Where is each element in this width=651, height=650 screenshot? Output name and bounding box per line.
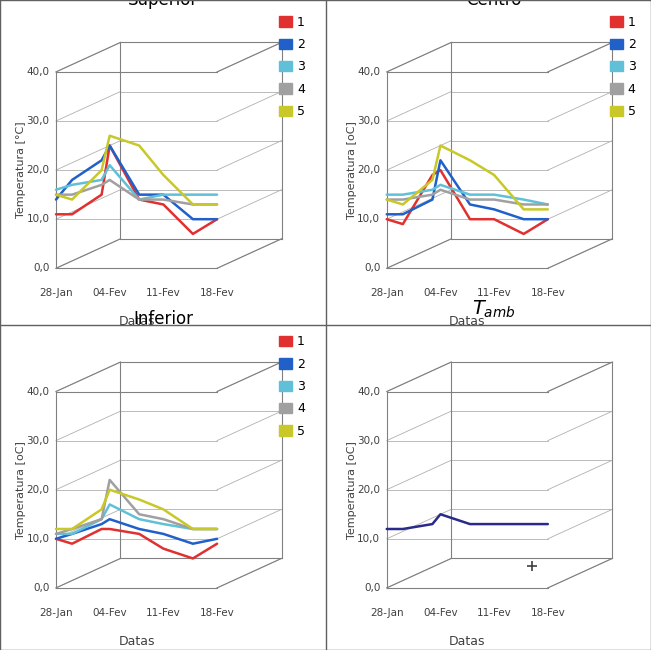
Text: 30,0: 30,0: [27, 116, 49, 126]
Text: 10,0: 10,0: [357, 534, 380, 544]
Text: Datas: Datas: [449, 634, 486, 647]
Title: Inferior: Inferior: [133, 310, 193, 328]
Text: 30,0: 30,0: [357, 116, 380, 126]
Text: 10,0: 10,0: [27, 534, 49, 544]
Text: $T_{amb}$: $T_{amb}$: [473, 299, 516, 320]
Text: 40,0: 40,0: [357, 387, 380, 396]
Legend: 1, 2, 3, 4, 5: 1, 2, 3, 4, 5: [277, 13, 307, 121]
Text: 20,0: 20,0: [27, 165, 49, 175]
Title: Superior: Superior: [128, 0, 199, 8]
Text: 11-Fev: 11-Fev: [477, 288, 512, 298]
Text: 28-Jan: 28-Jan: [39, 288, 73, 298]
Text: 10,0: 10,0: [27, 214, 49, 224]
Text: 04-Fev: 04-Fev: [92, 288, 127, 298]
Text: 28-Jan: 28-Jan: [39, 608, 73, 617]
Text: 18-Fev: 18-Fev: [200, 288, 234, 298]
Text: Temperatura [oC]: Temperatura [oC]: [347, 121, 357, 219]
Text: 18-Fev: 18-Fev: [531, 288, 565, 298]
Text: 20,0: 20,0: [27, 485, 49, 495]
Text: 04-Fev: 04-Fev: [423, 288, 458, 298]
Text: 10,0: 10,0: [357, 214, 380, 224]
Text: 0,0: 0,0: [364, 263, 380, 273]
Text: 30,0: 30,0: [357, 436, 380, 446]
Text: 20,0: 20,0: [357, 165, 380, 175]
Text: 18-Fev: 18-Fev: [200, 608, 234, 617]
Title: Centro: Centro: [467, 0, 522, 8]
Text: 11-Fev: 11-Fev: [146, 608, 181, 617]
Legend: 1, 2, 3, 4, 5: 1, 2, 3, 4, 5: [277, 333, 307, 440]
Text: 40,0: 40,0: [27, 387, 49, 396]
Text: 0,0: 0,0: [33, 583, 49, 593]
Text: 0,0: 0,0: [364, 583, 380, 593]
Text: 40,0: 40,0: [357, 67, 380, 77]
Text: 04-Fev: 04-Fev: [92, 608, 127, 617]
Text: 30,0: 30,0: [27, 436, 49, 446]
Text: 40,0: 40,0: [27, 67, 49, 77]
Text: Datas: Datas: [118, 634, 155, 647]
Text: 18-Fev: 18-Fev: [531, 608, 565, 617]
Text: 11-Fev: 11-Fev: [477, 608, 512, 617]
Text: Datas: Datas: [449, 315, 486, 328]
Text: 28-Jan: 28-Jan: [370, 608, 404, 617]
Text: 20,0: 20,0: [357, 485, 380, 495]
Legend: 1, 2, 3, 4, 5: 1, 2, 3, 4, 5: [608, 13, 638, 121]
Text: Temperatura [°C]: Temperatura [°C]: [16, 122, 26, 218]
Text: Temperatura [oC]: Temperatura [oC]: [16, 441, 26, 539]
Text: 11-Fev: 11-Fev: [146, 288, 181, 298]
Text: 0,0: 0,0: [33, 263, 49, 273]
Text: 04-Fev: 04-Fev: [423, 608, 458, 617]
Text: Temperatura [oC]: Temperatura [oC]: [347, 441, 357, 539]
Text: 28-Jan: 28-Jan: [370, 288, 404, 298]
Text: Datas: Datas: [118, 315, 155, 328]
